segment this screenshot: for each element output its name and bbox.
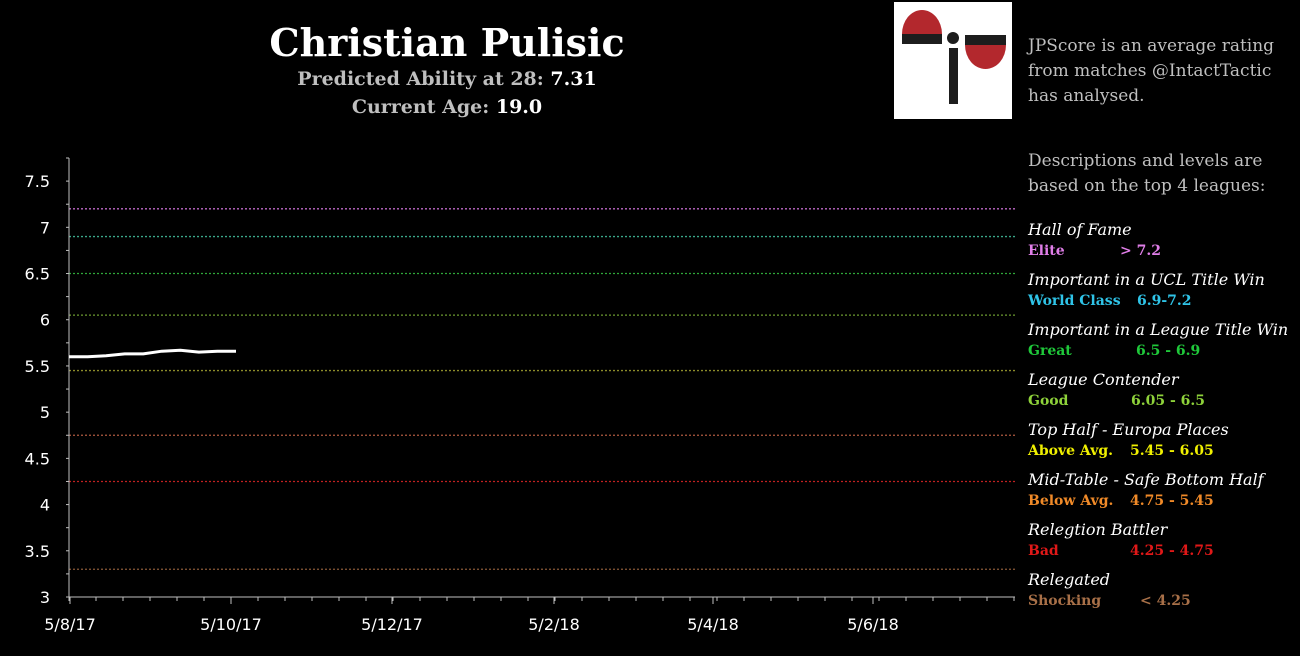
x-tick-label: 5/2/18 xyxy=(528,615,580,634)
level-name: Great xyxy=(1028,343,1072,359)
y-tick-label: 5.5 xyxy=(25,357,50,376)
rating-chart: 3 3.5 4 4.5 5 5.5 6 6.5 7 7.5 5/8/17 5/10/17 5/12/17… xyxy=(25,157,1015,634)
y-tick-label: 4.5 xyxy=(25,449,50,468)
x-tick-label: 5/10/17 xyxy=(200,615,262,634)
series-line xyxy=(69,348,236,359)
player-name: Christian Pulisic xyxy=(269,20,625,65)
age-label: Current Age: xyxy=(351,96,490,118)
level-name: Shocking xyxy=(1028,593,1102,609)
x-tick-label: 5/8/17 xyxy=(44,615,96,634)
y-tick-label: 5 xyxy=(40,403,50,422)
x-tick-label: 5/12/17 xyxy=(361,615,423,634)
level-description: Mid-Table - Safe Bottom Half xyxy=(1028,470,1264,489)
current-age: Current Age: 19.0 xyxy=(247,96,647,118)
y-tick-label: 6 xyxy=(40,311,50,330)
jp-logo xyxy=(894,2,1012,119)
level-range: < 4.25 xyxy=(1140,593,1191,609)
level-name: Elite xyxy=(1028,243,1065,259)
level-range: 4.25 - 4.75 xyxy=(1130,543,1214,559)
level-range: 6.5 - 6.9 xyxy=(1136,343,1201,359)
level-description: League Contender xyxy=(1028,370,1179,389)
level-range: 6.05 - 6.5 xyxy=(1131,393,1206,409)
level-description: Relegated xyxy=(1028,570,1111,589)
level-description: Important in a League Title Win xyxy=(1028,320,1289,339)
predicted-label: Predicted Ability at 28: xyxy=(297,68,544,90)
level-description: Hall of Fame xyxy=(1028,220,1132,239)
level-name: Bad xyxy=(1028,543,1059,559)
level-name: Good xyxy=(1028,393,1069,409)
level-description: Important in a UCL Title Win xyxy=(1028,270,1265,289)
y-tick-label: 7.5 xyxy=(25,172,50,191)
level-name: World Class xyxy=(1028,293,1121,309)
y-tick-label: 3.5 xyxy=(25,542,50,561)
level-range: 6.9-7.2 xyxy=(1137,293,1192,309)
level-name: Below Avg. xyxy=(1028,493,1114,509)
x-tick-label: 5/6/18 xyxy=(847,615,899,634)
predicted-ability: Predicted Ability at 28: 7.31 xyxy=(247,68,647,90)
level-range: 4.75 - 5.45 xyxy=(1130,493,1214,509)
levels-basis-text: Descriptions and levels are based on the… xyxy=(1028,151,1266,196)
y-tick-label: 6.5 xyxy=(25,265,50,284)
predicted-value: 7.31 xyxy=(550,68,597,90)
level-description: Relegtion Battler xyxy=(1028,520,1168,539)
level-description: Top Half - Europa Places xyxy=(1028,420,1229,439)
level-range: 5.45 - 6.05 xyxy=(1130,443,1214,459)
y-tick-label: 7 xyxy=(40,218,50,237)
level-range: > 7.2 xyxy=(1120,243,1161,259)
age-value: 19.0 xyxy=(495,96,543,118)
y-tick-label: 3 xyxy=(40,588,50,607)
level-name: Above Avg. xyxy=(1028,443,1113,459)
x-tick-label: 5/4/18 xyxy=(687,615,739,634)
intro-text: JPScore is an average rating from matche… xyxy=(1028,36,1275,106)
y-tick-label: 4 xyxy=(40,496,50,515)
